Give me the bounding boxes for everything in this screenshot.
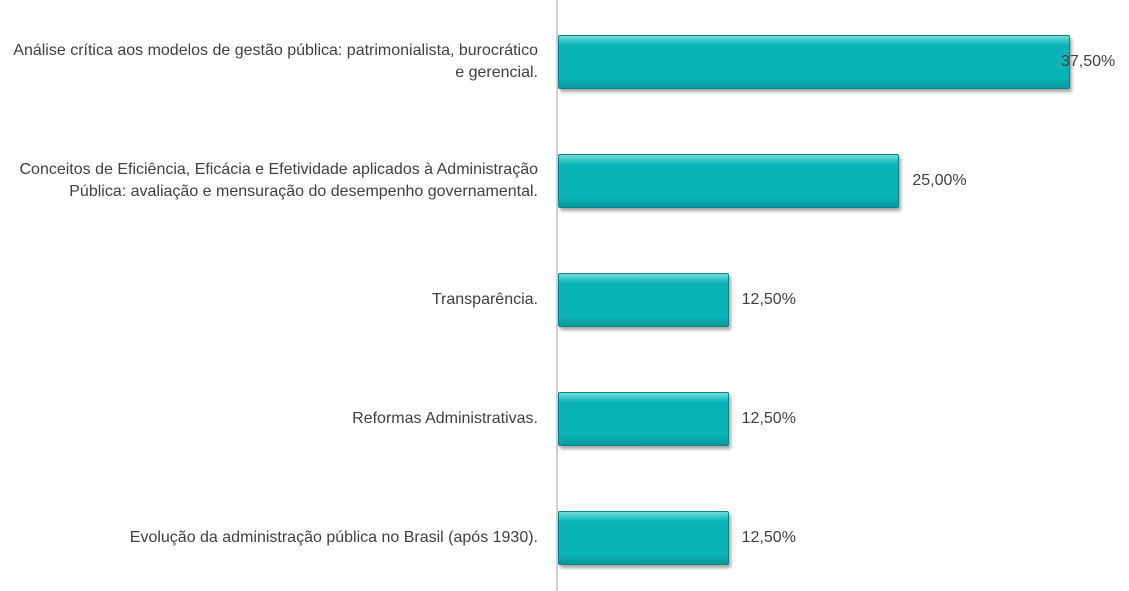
bar: [558, 153, 900, 208]
bar: [558, 510, 729, 565]
category-label: Transparência.: [431, 290, 538, 308]
bar: [558, 34, 1070, 89]
value-label: 12,50%: [741, 409, 796, 427]
category-label: Análise crítica aos modelos de gestão pú…: [13, 41, 538, 81]
value-label: 25,00%: [912, 171, 967, 189]
category-label: Reformas Administrativas.: [352, 409, 538, 427]
bar: [558, 272, 729, 327]
category-axis: [556, 0, 558, 591]
value-label: 12,50%: [741, 290, 796, 308]
bar: [558, 391, 729, 446]
value-label: 37,50%: [1061, 52, 1116, 70]
category-label: Conceitos de Eficiência, Eficácia e Efet…: [19, 160, 538, 200]
category-label: Evolução da administração pública no Bra…: [129, 528, 538, 546]
value-label: 12,50%: [741, 528, 796, 546]
